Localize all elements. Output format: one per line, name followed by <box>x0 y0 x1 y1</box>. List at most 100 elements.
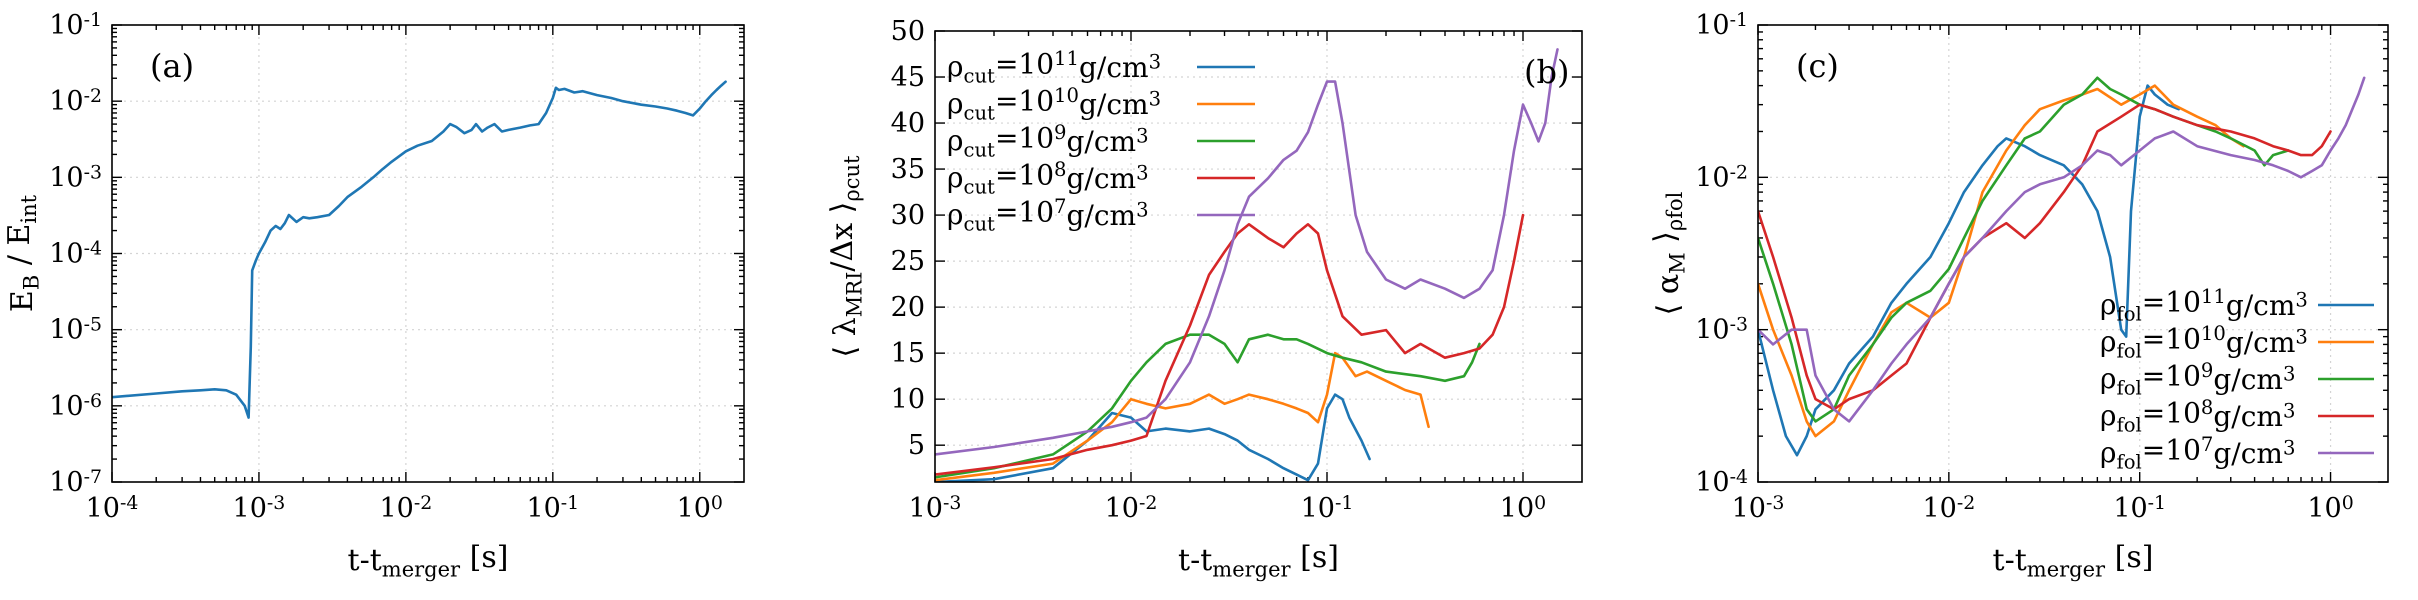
legend-entry-label-part: 9 <box>1054 121 1066 144</box>
y-axis-label-part: / E <box>2 224 37 275</box>
legend-entry-label-part: fol <box>2116 302 2141 325</box>
legend-entry-label-part: 10 <box>1054 84 1079 107</box>
legend-entry-label-part: fol <box>2116 376 2141 399</box>
y-axis-label-part: ⟨ α <box>1651 274 1686 316</box>
series-line-4 <box>935 48 1559 456</box>
y-tick-label-part: 10 <box>1695 467 1729 498</box>
x-axis-label-part: merger <box>1212 558 1291 582</box>
y-axis-label: ⟨ αM ⟩ρfol <box>1648 191 1690 315</box>
x-tick-label-part: 10 <box>1922 493 1956 524</box>
series-line-0 <box>1758 84 2180 457</box>
legend-entry-label-part: =10 <box>995 121 1054 154</box>
legend-entry-label-part: ρ <box>947 124 963 157</box>
y-tick-label-part: -4 <box>84 238 102 260</box>
legend-entry-label-part: g/cm <box>2226 326 2296 359</box>
x-tick-label-part: -3 <box>1766 492 1784 514</box>
legend-entry-label-part: g/cm <box>1067 199 1137 232</box>
y-axis-label-part: ρfol <box>1663 191 1687 231</box>
y-axis-label-part: ⟩ <box>1648 231 1683 252</box>
x-tick-label-part: 10 <box>1105 493 1139 524</box>
legend-entry-label-part: g/cm <box>1067 162 1137 195</box>
y-tick-label-part: -4 <box>1730 466 1748 488</box>
x-tick-label-part: 10 <box>2113 493 2147 524</box>
x-axis-label: t-tmerger [s] <box>1993 540 2154 582</box>
panel-tag: (c) <box>1796 47 1839 85</box>
y-tick-label: 35 <box>891 154 925 185</box>
x-tick-label-part: 10 <box>380 493 414 524</box>
legend: ρfol=1011g/cm3ρfol=1010g/cm3ρfol=109g/cm… <box>2100 285 2374 473</box>
panel-tag: (b) <box>1524 53 1569 91</box>
y-tick-label: 10-2 <box>49 85 102 117</box>
y-tick-label: 10-3 <box>49 161 102 193</box>
panel-tag: (a) <box>150 47 194 85</box>
legend-entry-label: ρfol=108g/cm3 <box>2100 396 2295 436</box>
legend-entry-label-part: g/cm <box>2213 400 2283 433</box>
legend-entry-label-part: 11 <box>1054 47 1079 70</box>
x-axis-label-part: merger <box>382 558 461 582</box>
x-tick-label: 10-2 <box>380 492 433 524</box>
legend: ρcut=1011g/cm3ρcut=1010g/cm3ρcut=109g/cm… <box>947 47 1255 235</box>
legend-entry-label-part: ρ <box>947 198 963 231</box>
legend-entry-label-part: ρ <box>947 161 963 194</box>
legend-entry-label-part: fol <box>2116 339 2141 362</box>
x-axis-label-part: merger <box>2027 558 2106 582</box>
x-axis-label-part: t-t <box>1178 543 1212 578</box>
legend-entry-label-part: 8 <box>1054 158 1066 181</box>
plot-frame <box>111 24 745 483</box>
x-tick-label-part: -4 <box>120 492 138 514</box>
x-tick-label-part: -2 <box>1139 492 1157 514</box>
y-axis-label-part: ⟨ λ <box>828 317 863 357</box>
x-tick-label-part: -2 <box>414 492 432 514</box>
x-tick-label: 100 <box>2307 492 2353 524</box>
x-axis-label-part: [s] <box>2105 540 2153 575</box>
x-tick-label: 10-2 <box>1105 492 1158 524</box>
x-tick-label-part: 10 <box>1732 493 1766 524</box>
legend-entry-label-part: g/cm <box>1079 51 1149 84</box>
y-tick-label-part: 10 <box>49 86 83 117</box>
plot-frame <box>934 30 1583 483</box>
legend-entry-label-part: ρ <box>2100 325 2116 358</box>
x-tick-label: 100 <box>1500 492 1546 524</box>
legend-entry-label-part: =10 <box>995 47 1054 80</box>
legend-entry-label-part: 7 <box>1054 195 1066 218</box>
y-axis-label: EB / Eint <box>2 194 44 312</box>
x-tick-label-part: 10 <box>2307 493 2341 524</box>
y-tick-label: 10-3 <box>1695 314 1748 346</box>
legend-entry-label: ρcut=108g/cm3 <box>947 158 1149 198</box>
legend-entry-label: ρcut=1010g/cm3 <box>947 84 1161 124</box>
legend-entry-label-part: 10 <box>2201 322 2226 345</box>
legend-entry-label-part: cut <box>963 64 995 87</box>
y-tick-label-part: 10 <box>49 239 83 270</box>
legend-entry-label-part: ρ <box>2100 436 2116 469</box>
x-tick-label-part: 10 <box>526 493 560 524</box>
legend-entry-label-part: =10 <box>2142 359 2201 392</box>
y-tick-label: 10-1 <box>49 9 102 41</box>
x-tick-label: 10-3 <box>909 492 962 524</box>
x-axis-label-part: t-t <box>348 543 382 578</box>
legend-entry-label-part: fol <box>2116 450 2141 473</box>
y-tick-label-part: 10 <box>49 467 83 498</box>
x-tick-label: 100 <box>677 492 723 524</box>
panel-c: 10-3 10-2 10-1 10010-410-310-210-1t-tmerger… <box>1648 9 2389 582</box>
x-tick-label-part: 0 <box>2342 492 2354 514</box>
legend-entry-label-part: g/cm <box>2226 289 2296 322</box>
legend-entry-label: ρfol=1010g/cm3 <box>2100 322 2308 362</box>
y-tick-label-part: -6 <box>84 390 102 412</box>
legend-entry-label-part: =10 <box>995 158 1054 191</box>
y-tick-label: 30 <box>891 200 925 231</box>
legend-entry-label-part: ρ <box>2100 399 2116 432</box>
legend-entry-label-part: g/cm <box>1067 125 1137 158</box>
x-tick-label: 10-2 <box>1922 492 1975 524</box>
legend-entry-label: ρfol=1011g/cm3 <box>2100 285 2308 325</box>
y-tick-label-part: -3 <box>84 161 102 183</box>
y-tick-label-part: 10 <box>1695 162 1729 193</box>
legend-entry-label-part: =10 <box>2142 322 2201 355</box>
legend-entry-label-part: cut <box>963 212 995 235</box>
legend-entry-label-part: ρ <box>947 50 963 83</box>
y-tick-label: 20 <box>891 292 925 323</box>
y-tick-label-part: -2 <box>1730 161 1748 183</box>
x-axis-label: t-tmerger [s] <box>348 540 509 582</box>
x-axis-label-part: t-t <box>1993 543 2027 578</box>
x-axis-label: t-tmerger [s] <box>1178 540 1339 582</box>
x-axis-label-part: [s] <box>1291 540 1339 575</box>
